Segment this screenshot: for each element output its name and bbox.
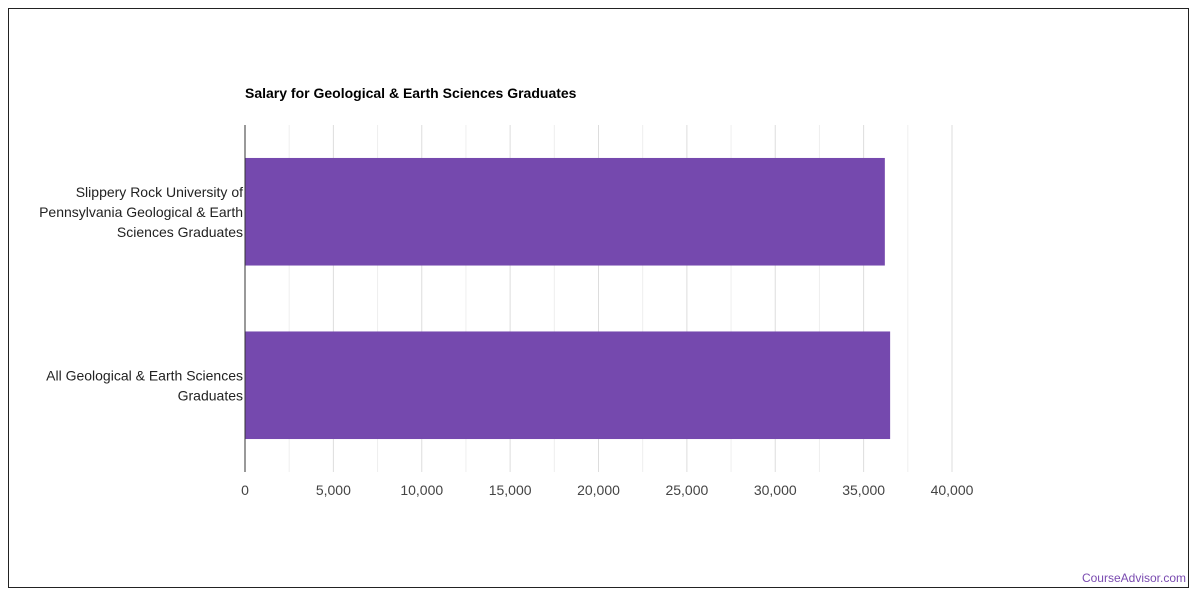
x-tick-label: 40,000 — [931, 482, 974, 498]
category-label-line: All Geological & Earth Sciences — [46, 367, 243, 383]
category-label-line: Graduates — [178, 387, 243, 403]
chart-title: Salary for Geological & Earth Sciences G… — [245, 85, 577, 101]
x-tick-label: 10,000 — [400, 482, 443, 498]
x-tick-label: 30,000 — [754, 482, 797, 498]
watermark-link[interactable]: CourseAdvisor.com — [1081, 571, 1186, 585]
x-tick-label: 25,000 — [665, 482, 708, 498]
bars — [245, 157, 891, 440]
bar[interactable] — [245, 157, 885, 266]
category-labels: Slippery Rock University of Pennsylvania … — [39, 184, 243, 404]
category-label-line: Slippery Rock University of — [76, 184, 243, 200]
x-tick-label: 15,000 — [489, 482, 532, 498]
x-tick-label: 35,000 — [842, 482, 885, 498]
bar[interactable] — [245, 331, 891, 440]
x-tick-label: 20,000 — [577, 482, 620, 498]
category-label-line: Pennsylvania Geological & Earth — [39, 204, 243, 220]
category-label: Slippery Rock University of Pennsylvania … — [39, 184, 243, 240]
x-tick-label: 5,000 — [316, 482, 351, 498]
category-label-line: Sciences Graduates — [117, 224, 243, 240]
x-tick-label: 0 — [241, 482, 249, 498]
x-tick-labels: 0 5,000 10,000 15,000 20,000 25,000 30,000 35,0… — [241, 482, 974, 498]
category-label: All Geological & Earth Sciences Graduates — [46, 367, 243, 403]
